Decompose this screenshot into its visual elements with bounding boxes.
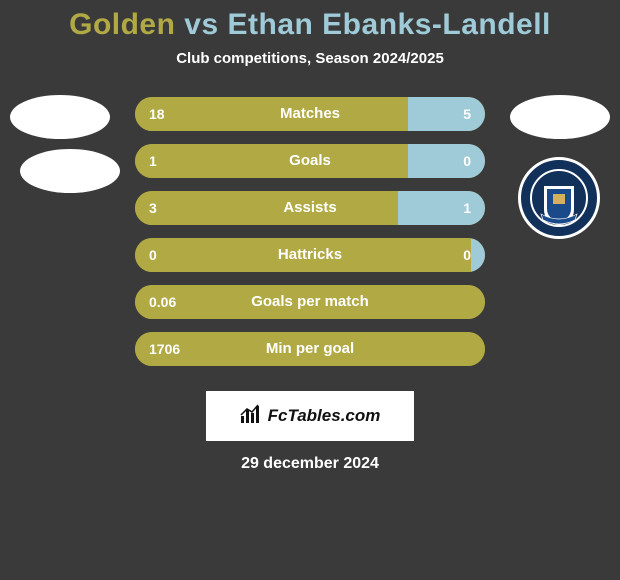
stat-row: Matches18 5 (135, 97, 485, 131)
stat-row: Hattricks0 0 (135, 238, 485, 272)
left-team-logo-2 (20, 149, 120, 193)
stat-label: Hattricks (135, 238, 485, 272)
left-team-logo-1 (10, 95, 110, 139)
stat-value-right: 0 (463, 238, 471, 272)
watermark: FcTables.com (206, 391, 414, 441)
stat-label: Goals (135, 144, 485, 178)
watermark-text: FcTables.com (268, 406, 381, 426)
title-vs: vs (175, 8, 227, 41)
comparison-area: Matches185Goals10Assists31Hattricks00Goa… (0, 97, 620, 377)
stat-bars: Matches185Goals10Assists31Hattricks00Goa… (135, 97, 485, 379)
stat-row: Goals1 0 (135, 144, 485, 178)
date: 29 december 2024 (0, 455, 620, 473)
stat-row: Assists3 1 (135, 191, 485, 225)
stat-value-right: 0 (463, 144, 471, 178)
stat-value-right: 5 (463, 97, 471, 131)
club-badge-icon (529, 168, 589, 228)
title-right-player: Ethan Ebanks-Landell (228, 8, 551, 41)
stat-value-right: 1 (463, 191, 471, 225)
stat-value-left: 0 (149, 238, 157, 272)
stat-value-left: 18 (149, 97, 165, 131)
stat-row: Goals per match0.06 (135, 285, 485, 319)
bar-chart-icon (240, 404, 262, 429)
stat-label: Goals per match (135, 285, 485, 319)
subtitle: Club competitions, Season 2024/2025 (0, 50, 620, 67)
stat-row: Min per goal1706 (135, 332, 485, 366)
stat-label: Matches (135, 97, 485, 131)
title-left-player: Golden (69, 8, 175, 41)
stat-value-left: 1706 (149, 332, 180, 366)
stat-label: Min per goal (135, 332, 485, 366)
stat-value-left: 3 (149, 191, 157, 225)
right-team-club-badge (518, 157, 600, 239)
stat-label: Assists (135, 191, 485, 225)
stat-value-left: 1 (149, 144, 157, 178)
stat-value-left: 0.06 (149, 285, 176, 319)
page-title: Golden vs Ethan Ebanks-Landell (0, 0, 620, 42)
right-team-logo-1 (510, 95, 610, 139)
